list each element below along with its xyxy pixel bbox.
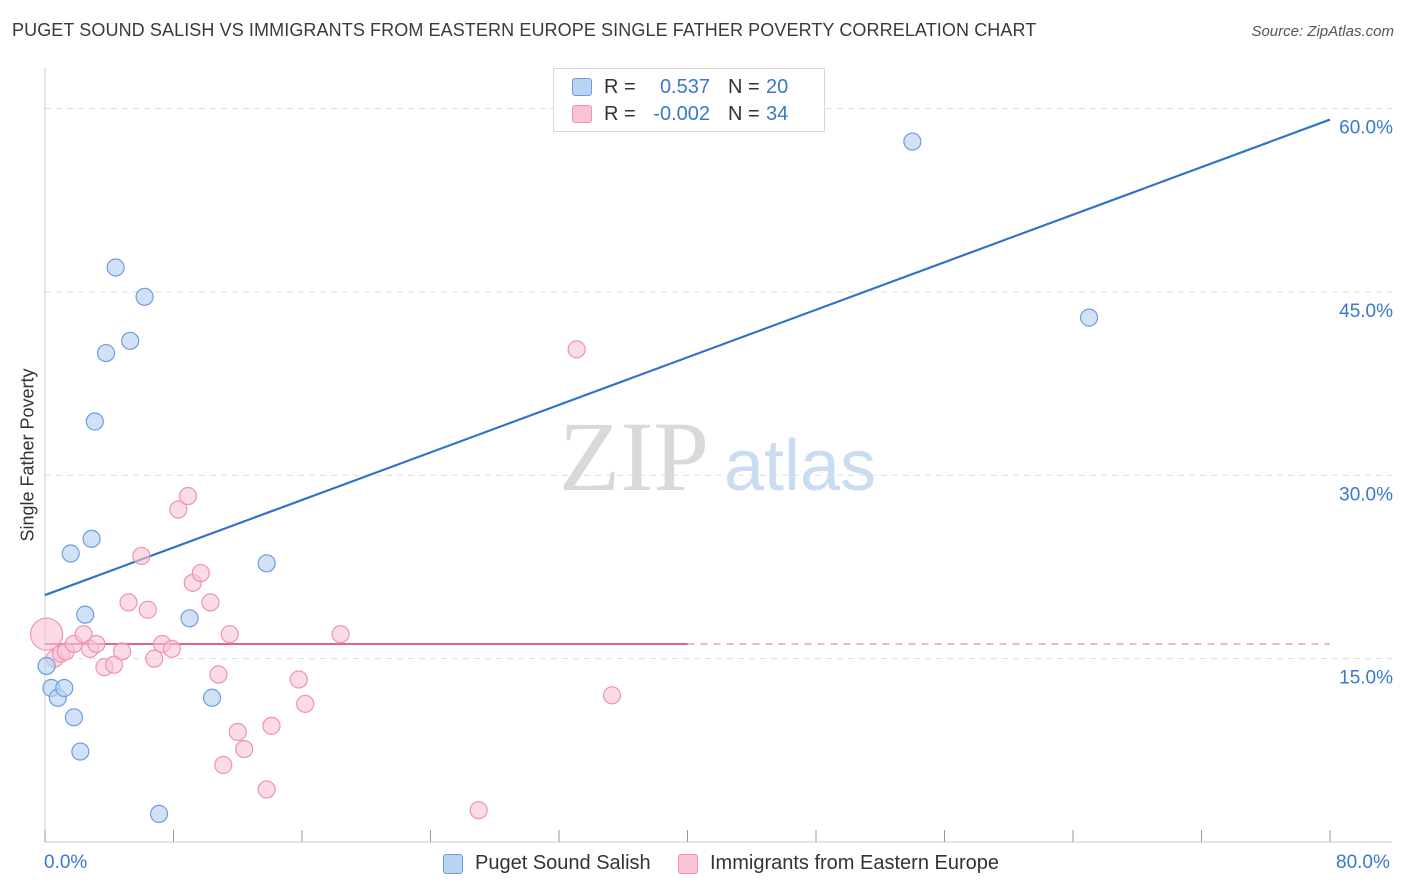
watermark-atlas: atlas (724, 426, 876, 506)
legend-swatch-pink (572, 105, 592, 123)
point-eastern-europe (567, 340, 586, 359)
point-salish (135, 287, 154, 306)
x-axis-max-label: 80.0% (1336, 852, 1390, 873)
trend-lines (44, 118, 1331, 645)
legend-r-value: -0.002 (653, 102, 710, 125)
series-legend: Puget Sound Salish Immigrants from Easte… (0, 852, 1406, 878)
point-salish (1079, 308, 1099, 327)
point-eastern-europe (228, 722, 247, 742)
point-salish (121, 331, 140, 350)
point-eastern-europe (104, 655, 124, 674)
legend-r-label: R = (604, 102, 636, 125)
point-eastern-europe (191, 563, 210, 583)
point-salish (64, 708, 84, 727)
y-tick-label: 45.0% (1339, 301, 1393, 322)
point-salish (903, 132, 922, 151)
source-label: Source: ZipAtlas.com (1251, 23, 1394, 40)
legend-r-value: 0.537 (659, 75, 710, 98)
point-eastern-europe (87, 634, 106, 654)
chart-title: PUGET SOUND SALISH VS IMMIGRANTS FROM EA… (12, 20, 1037, 40)
point-salish (37, 656, 56, 676)
x-axis-min-label: 0.0% (44, 852, 88, 873)
point-eastern-europe (289, 670, 308, 689)
point-eastern-europe (220, 625, 239, 644)
point-salish (202, 688, 222, 707)
grid-lines (45, 108, 1392, 660)
y-tick-label: 15.0% (1339, 668, 1393, 689)
watermark: ZIP atlas (559, 401, 876, 512)
trend-line-salish (44, 118, 1331, 597)
legend-n-value: 20 (766, 75, 789, 98)
legend-label-eastern-europe: Immigrants from Eastern Europe (710, 852, 999, 874)
point-eastern-europe (214, 755, 233, 775)
legend-n-label: N = (728, 75, 760, 98)
point-eastern-europe (209, 665, 228, 684)
point-salish (149, 804, 169, 823)
point-salish (71, 742, 90, 761)
y-tick-label: 60.0% (1339, 118, 1393, 139)
point-eastern-europe (162, 639, 181, 658)
legend-swatch-blue (572, 78, 592, 96)
legend-row-salish: R = 0.537 N = 20 (572, 75, 788, 99)
point-salish (257, 554, 276, 573)
point-eastern-europe (201, 593, 220, 612)
legend-n-label: N = (728, 102, 760, 125)
legend-swatch-blue (443, 853, 463, 874)
point-eastern-europe (469, 801, 488, 820)
point-salish (85, 412, 104, 431)
legend-item-salish[interactable]: Puget Sound Salish (443, 852, 651, 875)
correlation-legend: R = 0.537 N = 20 R = -0.002 N = 34 (553, 68, 825, 132)
point-salish (76, 605, 95, 624)
point-eastern-europe (262, 716, 281, 735)
point-eastern-europe (296, 694, 315, 713)
point-eastern-europe (112, 642, 132, 661)
point-salish (82, 529, 101, 548)
legend-label-salish: Puget Sound Salish (475, 852, 651, 874)
watermark-zip: ZIP (559, 401, 709, 512)
data-points (30, 132, 1099, 823)
point-eastern-europe (30, 617, 64, 651)
point-eastern-europe (138, 600, 157, 619)
point-salish (106, 258, 125, 277)
point-salish (55, 678, 74, 698)
y-axis-label: Single Father Poverty (17, 368, 38, 542)
y-tick-label: 30.0% (1339, 484, 1393, 505)
legend-item-eastern-europe[interactable]: Immigrants from Eastern Europe (678, 852, 999, 875)
point-eastern-europe (602, 686, 622, 705)
point-salish (96, 343, 116, 363)
y-tick-labels: 15.0% 30.0% 45.0% 60.0% (1339, 118, 1393, 689)
legend-n-value: 34 (766, 102, 789, 125)
point-eastern-europe (257, 780, 276, 799)
axes (44, 68, 1392, 843)
point-eastern-europe (331, 625, 350, 644)
point-salish (180, 609, 199, 628)
point-eastern-europe (145, 649, 164, 668)
legend-row-eastern-europe: R = -0.002 N = 34 (572, 102, 788, 126)
point-eastern-europe (132, 546, 151, 566)
point-salish (61, 544, 80, 563)
point-eastern-europe (235, 739, 254, 759)
legend-r-label: R = (604, 75, 636, 98)
point-eastern-europe (169, 500, 188, 519)
point-eastern-europe (178, 486, 198, 506)
legend-swatch-pink (678, 853, 698, 874)
point-eastern-europe (119, 593, 138, 612)
